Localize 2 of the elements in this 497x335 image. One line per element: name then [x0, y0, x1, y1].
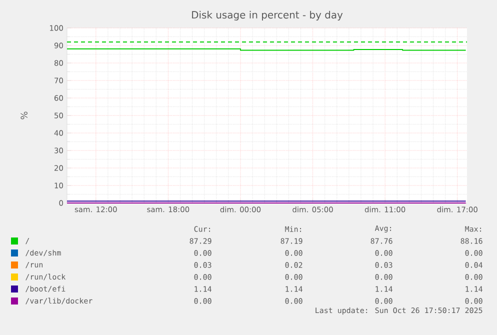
y-axis-title: % — [20, 112, 28, 120]
chart-title: Disk usage in percent - by day — [192, 10, 343, 21]
